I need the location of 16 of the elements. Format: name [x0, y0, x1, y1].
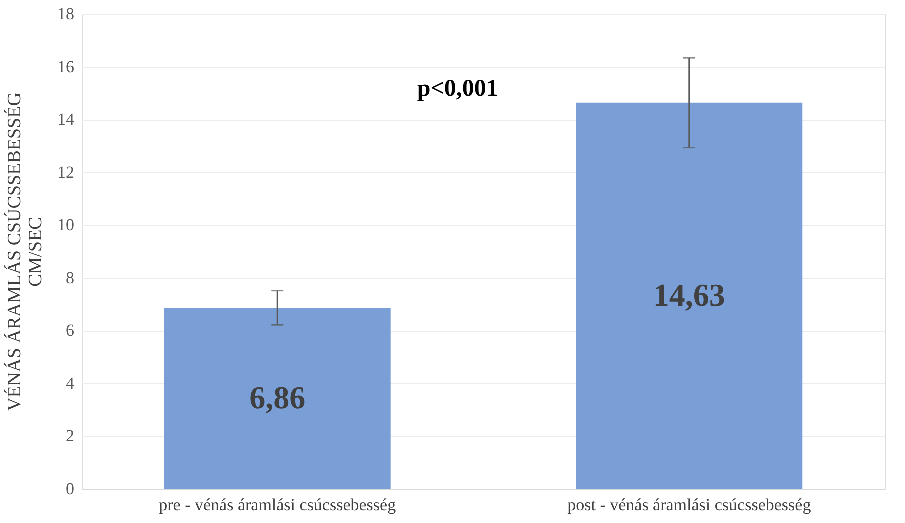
y-tick-label: 14	[58, 110, 75, 130]
y-tick-label: 16	[58, 57, 74, 76]
annotation: p<0,001	[417, 76, 498, 102]
y-tick-label: 10	[58, 216, 74, 235]
y-tick-label: 4	[66, 374, 75, 393]
y-tick-label: 0	[66, 480, 74, 498]
y-tick-label: 8	[66, 268, 74, 288]
y-tick-label: 12	[58, 162, 74, 182]
y-tick-label: 2	[66, 426, 74, 446]
data-label: 6,86	[250, 379, 306, 416]
y-tick-label: 6	[66, 321, 74, 340]
data-label: 14,63	[653, 276, 726, 313]
y-axis-title: VÉNÁS ÁRAMLÁS CSÚCSSEBESSÉG CM/SEC	[4, 92, 46, 412]
x-tick-label: post - vénás áramlási csúcssebesség	[568, 496, 812, 514]
y-tick-label: 18	[58, 4, 74, 24]
x-tick-label: pre - vénás áramlási csúcssebesség	[159, 496, 397, 514]
